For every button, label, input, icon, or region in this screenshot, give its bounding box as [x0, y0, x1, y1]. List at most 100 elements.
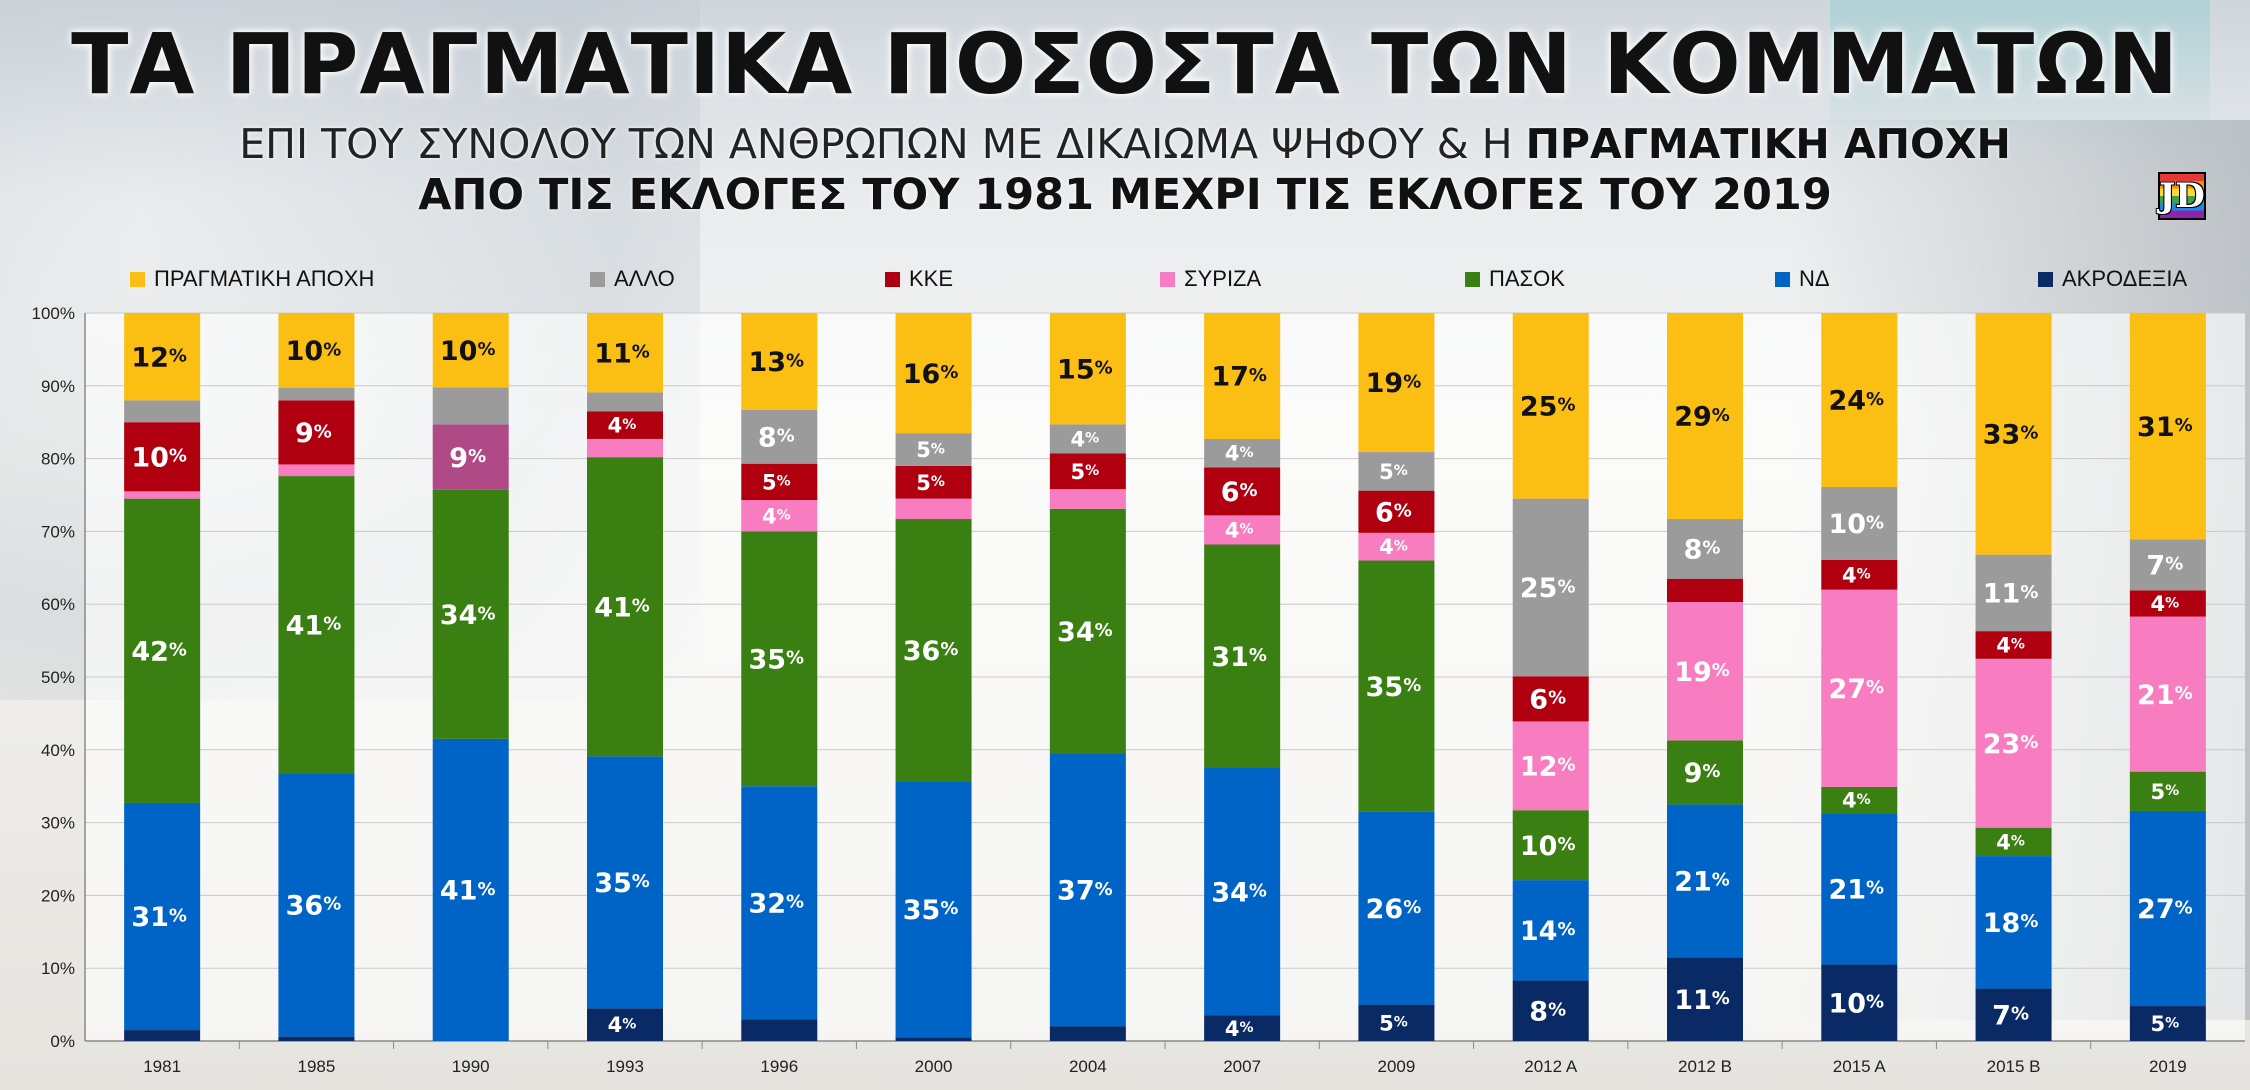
bar-segment	[895, 781, 972, 1038]
y-tick-label: 90%	[41, 377, 75, 396]
legend-swatch	[1465, 271, 1480, 287]
x-tick-label: 2007	[1223, 1057, 1261, 1076]
bar-segment	[1975, 658, 2052, 828]
percent-sign: %	[1394, 463, 1408, 479]
percent-sign: %	[2020, 732, 2038, 753]
bar-segment	[1975, 856, 2052, 989]
bar-segment	[2129, 771, 2206, 811]
data-label: 10%	[131, 443, 187, 474]
bar-segment	[1204, 1015, 1281, 1041]
percent-sign: %	[323, 613, 341, 634]
bar-segment	[895, 465, 972, 499]
y-tick-label: 0%	[50, 1032, 75, 1051]
percent-sign: %	[2020, 423, 2038, 444]
data-label: 4%	[1225, 442, 1254, 466]
percent-sign: %	[2175, 683, 2193, 704]
x-tick-label: 1981	[143, 1057, 181, 1076]
percent-sign: %	[1095, 879, 1113, 900]
legend-label: ΠΑΣΟΚ	[1489, 266, 1565, 291]
x-tick-label: 2009	[1378, 1057, 1416, 1076]
percent-sign: %	[1249, 365, 1267, 386]
percent-sign: %	[1394, 538, 1408, 554]
percent-sign: %	[323, 894, 341, 915]
bar-segment	[1358, 811, 1435, 1005]
bar-segment	[1667, 519, 1743, 579]
bar-segment	[1204, 313, 1281, 439]
legend-swatch	[2038, 271, 2053, 287]
percent-sign: %	[777, 426, 795, 447]
bar-segment	[432, 387, 509, 425]
bar-segment	[278, 476, 355, 774]
percent-sign: %	[1239, 445, 1253, 461]
x-tick-label: 2004	[1069, 1057, 1107, 1076]
bar-segment	[587, 411, 663, 439]
percent-sign: %	[1095, 620, 1113, 641]
percent-sign: %	[2165, 783, 2179, 799]
bar-segment	[1049, 424, 1126, 454]
data-label: 34%	[1211, 877, 1267, 908]
percent-sign: %	[1394, 1015, 1408, 1031]
percent-sign: %	[1866, 512, 1884, 533]
bar-segment	[1821, 786, 1898, 814]
bar-segment	[124, 422, 201, 492]
percent-sign: %	[2020, 582, 2038, 603]
bar-segment	[432, 489, 509, 739]
legend-label: ΣΥΡΙΖΑ	[1184, 266, 1262, 291]
bar-segment	[741, 409, 818, 464]
percent-sign: %	[169, 905, 187, 926]
legend-item: ΚΚΕ	[885, 266, 953, 292]
legend-swatch	[1775, 271, 1790, 287]
bar-segment	[1049, 753, 1126, 1027]
x-tick-label: 1996	[760, 1057, 798, 1076]
percent-sign: %	[940, 362, 958, 383]
jd-logo: JD	[2158, 172, 2206, 220]
subtitle-part2: ΠΡΑΓΜΑΤΙΚΗ ΑΠΟΧΗ	[1525, 120, 2011, 168]
percent-sign: %	[2175, 415, 2193, 436]
bar-segment	[278, 313, 355, 388]
x-tick-label: 2015 Α	[1833, 1057, 1887, 1076]
bar-segment	[1049, 1026, 1126, 1041]
percent-sign: %	[632, 342, 650, 363]
bar-segment	[2129, 313, 2206, 540]
percent-sign: %	[1557, 576, 1575, 597]
percent-sign: %	[632, 596, 650, 617]
bar-segment	[1512, 721, 1589, 811]
bar-segment	[1512, 498, 1589, 677]
percent-sign: %	[169, 446, 187, 467]
bar-segment	[741, 500, 818, 532]
bar-segment	[587, 392, 663, 412]
data-label: 41%	[594, 592, 650, 623]
bar-segment	[2129, 590, 2206, 617]
percent-sign: %	[1403, 371, 1421, 392]
bar-segment	[741, 463, 818, 501]
data-label: 6%	[1375, 497, 1412, 528]
y-tick-label: 70%	[41, 522, 75, 541]
percent-sign: %	[1557, 919, 1575, 940]
percent-sign: %	[1557, 755, 1575, 776]
bar-segment	[895, 433, 972, 466]
legend-swatch	[590, 271, 605, 287]
legend-item: ΝΔ	[1775, 266, 1830, 292]
y-tick-label: 10%	[41, 959, 75, 978]
percent-sign: %	[1702, 538, 1720, 559]
y-tick-label: 30%	[41, 814, 75, 833]
data-label: 11%	[1983, 579, 2039, 610]
percent-sign: %	[169, 346, 187, 367]
data-label: 4%	[2151, 592, 2180, 616]
percent-sign: %	[940, 898, 958, 919]
percent-sign: %	[1712, 405, 1730, 426]
percent-sign: %	[1712, 660, 1730, 681]
percent-sign: %	[940, 639, 958, 660]
bar-segment	[587, 313, 663, 393]
bar-segment	[587, 756, 663, 1009]
data-label: 25%	[1520, 392, 1576, 423]
percent-sign: %	[622, 417, 636, 433]
x-tick-label: 1985	[298, 1057, 336, 1076]
bar-segment	[2129, 539, 2206, 591]
bar-segment	[1821, 486, 1898, 560]
percent-sign: %	[477, 339, 495, 360]
bar-segment	[741, 1019, 818, 1041]
bar-segment	[1049, 313, 1126, 425]
bar-segment	[124, 313, 201, 401]
percent-sign: %	[632, 871, 650, 892]
